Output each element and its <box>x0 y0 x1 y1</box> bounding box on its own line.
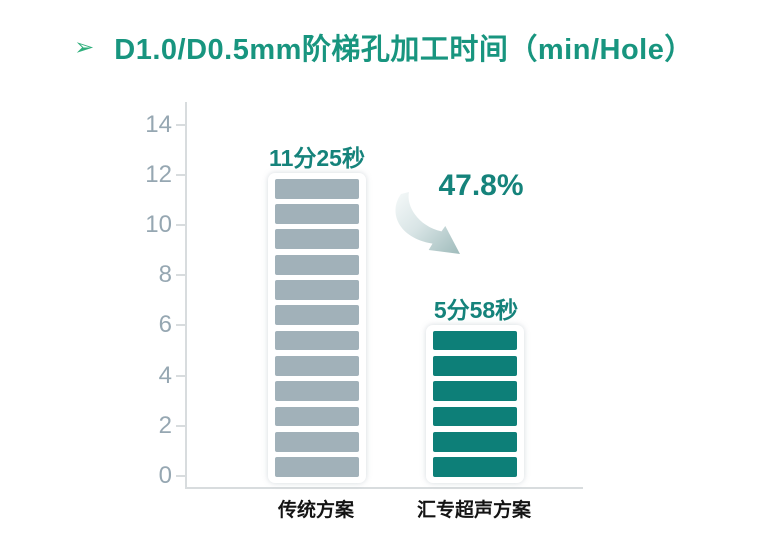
bar-segment <box>274 355 359 376</box>
y-tick-label: 4 <box>158 361 172 389</box>
y-tick-label: 8 <box>158 261 172 289</box>
value-label-traditional: 11分25秒 <box>269 145 365 171</box>
bar-segment <box>274 280 359 300</box>
y-tick-mark <box>176 224 186 226</box>
bar-segment <box>274 406 359 427</box>
bar-segment <box>432 457 517 477</box>
bar-segment <box>274 204 359 224</box>
y-tick-mark <box>176 475 186 477</box>
y-axis-line <box>185 102 187 488</box>
bar-traditional <box>267 172 366 483</box>
y-tick-mark <box>176 123 186 126</box>
bar-ultrasonic <box>425 324 524 483</box>
bar-segment <box>432 406 517 427</box>
bar-segment <box>274 305 359 326</box>
bar-traditional-segments <box>274 178 359 477</box>
bar-segment <box>274 457 359 477</box>
bar-segment <box>432 381 517 402</box>
y-tick-label: 10 <box>145 211 172 238</box>
y-tick-label: 0 <box>158 462 172 489</box>
bar-segment <box>432 355 517 376</box>
y-tick-label: 14 <box>145 110 172 138</box>
reduction-percentage: 47.8% <box>438 169 524 202</box>
bar-segment <box>274 381 359 402</box>
bar-segment <box>274 431 359 452</box>
y-tick-label: 12 <box>145 160 172 188</box>
y-tick-label: 2 <box>158 411 172 439</box>
y-tick-mark <box>176 374 186 377</box>
category-label-traditional: 传统方案 <box>277 500 354 521</box>
page-title: D1.0/D0.5mm阶梯孔加工时间（min/Hole） <box>114 34 694 66</box>
title-row: ➢ D1.0/D0.5mm阶梯孔加工时间（min/Hole） <box>0 26 768 68</box>
bar-segment <box>432 330 517 351</box>
bar-ultrasonic-segments <box>432 330 517 477</box>
y-tick-mark <box>176 424 186 427</box>
bar-segment <box>432 431 517 452</box>
category-label-ultrasonic: 汇专超声方案 <box>416 500 531 521</box>
bar-segment <box>274 229 359 250</box>
y-tick-mark <box>176 324 186 327</box>
curved-down-arrow-icon <box>388 190 468 264</box>
bar-segment <box>274 254 359 275</box>
bar-segment <box>274 178 359 199</box>
y-tick-mark <box>176 173 186 176</box>
x-axis-baseline <box>185 487 583 489</box>
y-tick-mark <box>176 274 186 277</box>
y-tick-label: 6 <box>158 311 172 339</box>
arrowhead-bullet-icon: ➢ <box>74 34 95 61</box>
value-label-ultrasonic: 5分58秒 <box>433 297 519 323</box>
bar-segment <box>274 330 359 351</box>
